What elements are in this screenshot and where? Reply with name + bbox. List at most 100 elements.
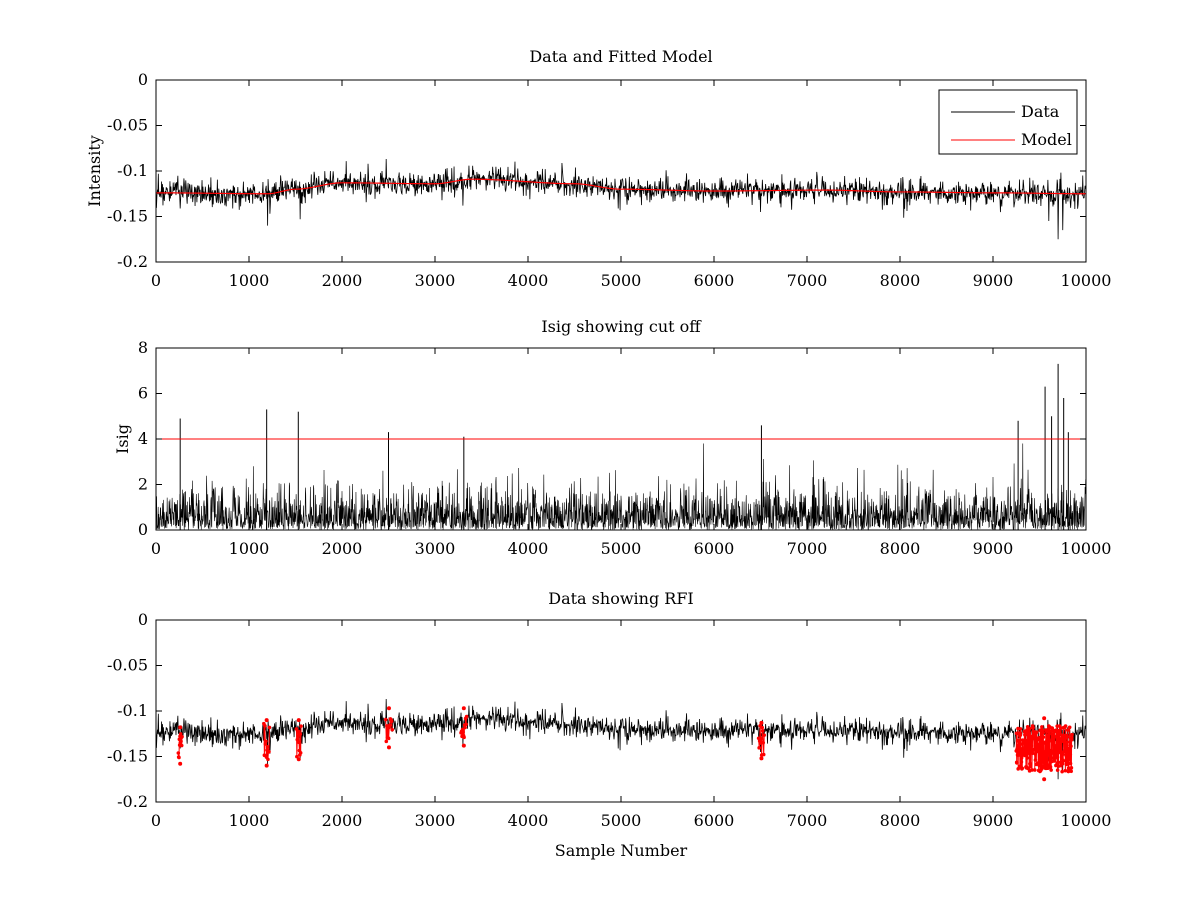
isig-xtick-label: 1000 [229,539,270,558]
rfi-trace [460,716,468,738]
rfi-point-max [1042,716,1047,721]
intensity-xtick-label: 3000 [415,271,456,290]
isig-xtick-label: 5000 [601,539,642,558]
rfi-xtick-label: 8000 [880,811,921,830]
rfi-trace [385,717,393,742]
isig-ytick-label: 8 [138,338,148,357]
rfi-xtick-label: 6000 [694,811,735,830]
intensity-xtick-label: 7000 [787,271,828,290]
rfi-trace [295,726,302,757]
rfi-xtick-label: 4000 [508,811,549,830]
intensity-ytick-label: -0.1 [117,161,148,180]
rfi-ytick-label: -0.15 [107,747,148,766]
isig-xticks: 0 1000 2000 3000 4000 5000 6000 7000 8000 9000 100… [151,348,1112,558]
legend-box [938,89,1078,155]
rfi-plot-area [155,699,1087,782]
rfi-point-max [759,720,764,725]
intensity-data-line [155,159,1087,240]
legend-model-label: Model [1021,130,1072,149]
isig-plot-area [155,363,1087,531]
rfi-point [390,727,395,732]
rfi-point-max [264,718,269,723]
rfi-ytick-label: -0.05 [107,656,148,675]
rfi-region [176,725,184,766]
legend-data-label: Data [1021,102,1060,121]
rfi-ytick-label: 0 [138,610,148,629]
isig-xtick-label: 7000 [787,539,828,558]
isig-xtick-label: 8000 [880,539,921,558]
intensity-xtick-label: 6000 [694,271,735,290]
rfi-point-min [386,745,391,750]
intensity-yticks: 0 -0.05 -0.1 -0.15 -0.2 [107,70,1086,271]
rfi-ytick-label: -0.2 [117,792,148,811]
rfi-region [383,706,395,750]
rfi-point-min [759,756,764,761]
panel-rfi: Data showing RFI Sample Number 0 1000 2000… [107,589,1111,860]
intensity-xticks: 0 1000 2000 3000 4000 5000 6000 7000 8000 9000 100… [151,80,1112,290]
rfi-xtick-label: 5000 [601,811,642,830]
panel-intensity: Data and Fitted Model Intensity 0 1000 200… [85,47,1111,290]
isig-line [155,443,1087,531]
intensity-ytick-label: -0.05 [107,116,148,135]
rfi-trace [177,733,183,760]
intensity-ytick-label: -0.15 [107,207,148,226]
intensity-legend: Data Model [938,89,1078,155]
intensity-ylabel: Intensity [85,135,104,207]
isig-yticks: 0 2 4 6 8 [138,338,1086,539]
intensity-model-line [156,178,1086,195]
isig-xtick-label: 3000 [415,539,456,558]
rfi-data-line [155,699,1087,780]
rfi-trace [758,725,765,756]
rfi-trace [1015,725,1073,772]
rfi-point [1070,732,1074,737]
rfi-point [299,724,303,728]
panel-isig: Isig showing cut off Isig 0 1000 2000 3000 4… [113,317,1111,558]
intensity-xtick-label: 2000 [322,271,363,290]
rfi-ytick-label: -0.1 [117,701,148,720]
rfi-region [262,718,272,768]
rfi-point-min [296,757,301,762]
rfi-point-min [264,763,269,768]
isig-xtick-label: 4000 [508,539,549,558]
rfi-xtick-label: 2000 [322,811,363,830]
isig-title: Isig showing cut off [541,317,702,336]
intensity-plot-area [155,159,1087,240]
rfi-point-min [461,743,466,748]
rfi-point [1063,768,1068,773]
rfi-region [1014,716,1074,782]
rfi-xticks: 0 1000 2000 3000 4000 5000 6000 7000 8000 9000 100… [151,620,1112,830]
rfi-title: Data showing RFI [548,589,693,608]
isig-ytick-label: 2 [138,475,148,494]
rfi-region [459,706,469,748]
isig-xtick-label: 9000 [973,539,1014,558]
rfi-point-max [461,706,466,711]
isig-ytick-label: 0 [138,520,148,539]
rfi-point-min [1042,777,1047,782]
rfi-trace [263,723,270,760]
rfi-region [294,718,303,762]
isig-xtick-label: 6000 [694,539,735,558]
rfi-xtick-label: 3000 [415,811,456,830]
isig-xtick-label: 10000 [1061,539,1112,558]
rfi-xtick-label: 1000 [229,811,270,830]
intensity-xtick-label: 0 [151,271,161,290]
isig-ytick-label: 4 [138,429,148,448]
intensity-ytick-label: 0 [138,70,148,89]
isig-xtick-label: 0 [151,539,161,558]
rfi-point-max [296,718,301,723]
intensity-title: Data and Fitted Model [529,47,712,66]
rfi-point-min [178,761,183,766]
rfi-xlabel: Sample Number [555,841,688,860]
intensity-xtick-label: 10000 [1061,271,1112,290]
rfi-xtick-label: 0 [151,811,161,830]
isig-ytick-label: 6 [138,384,148,403]
intensity-xtick-label: 5000 [601,271,642,290]
rfi-point-max [386,706,391,711]
rfi-yticks: 0 -0.05 -0.1 -0.15 -0.2 [107,610,1086,811]
intensity-xtick-label: 9000 [973,271,1014,290]
rfi-xtick-label: 10000 [1061,811,1112,830]
rfi-xtick-label: 9000 [973,811,1014,830]
intensity-xtick-label: 8000 [880,271,921,290]
rfi-region [756,720,767,761]
